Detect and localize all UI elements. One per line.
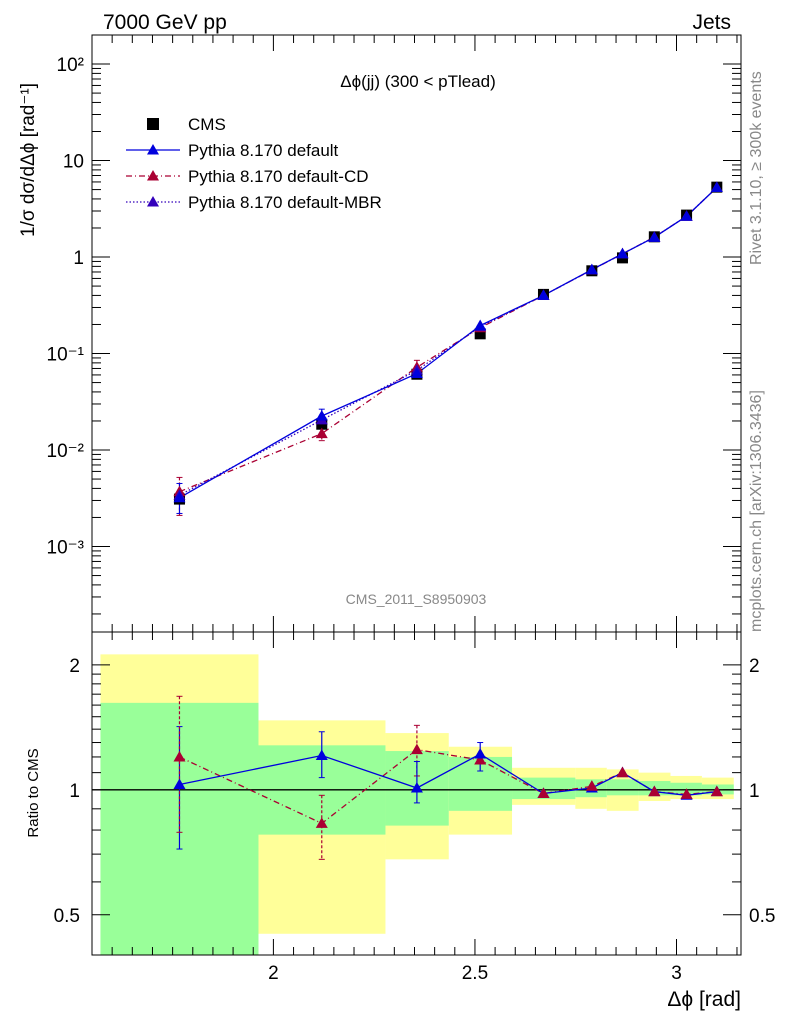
default-point [680,210,693,221]
ratio-default-cd-point [710,785,723,797]
series-line-default [179,187,718,499]
ratio-default-cd-point [410,743,423,755]
ratio-y-tick-label-right: 0.5 [749,906,775,927]
legend: CMS Pythia 8.170 default Pythia 8.170 defa… [126,115,382,212]
default-cd-point [315,427,328,439]
default-point [537,289,550,300]
ratio-default-cd-point [585,780,598,791]
default-point [315,410,328,421]
default-point [474,319,487,331]
ratio-default-cd-point [616,766,629,778]
x-axis-label: Δϕ [rad] [667,988,741,1011]
ratio-y-tick-label: 0.5 [54,906,80,927]
legend-label: Pythia 8.170 default-CD [188,167,369,186]
watermark: CMS_2011_S8950903 [346,591,487,607]
legend-marker-triangle [147,170,159,181]
header-right: Jets [692,11,731,34]
main-y-tick-label: 10⁻³ [47,538,85,559]
default-point [710,181,723,193]
ratio-default-cd-point [680,788,693,799]
main-y-axis-label: 1/σ dσ/dΔϕ [rad⁻¹] [18,83,39,237]
ratio-frame [91,631,742,956]
ratio-default-cd-point [648,785,661,797]
cms-data-point [474,328,486,340]
rivet-label: Rivet 3.1.10, ≥ 300k events [748,71,765,265]
legend-marker-cms [147,118,159,130]
uncertainty-band-green [606,779,639,796]
header-left: 7000 GeV pp [103,11,227,34]
ratio-default-point [173,778,186,789]
main-title: Δϕ(jj) (300 < pTlead) [340,72,496,91]
mcplots-label: mcplots.cern.ch [arXiv:1306.3436] [748,390,765,632]
ratio-default-cd-point [173,750,186,762]
ratio-panel: 0.5 0.5 1 1 2 2 2 2.5 3 Ratio to CMS Δϕ [rad] [25,631,775,1011]
main-y-tick-label: 10² [57,55,84,76]
ratio-line-default [179,753,717,796]
legend-label: Pythia 8.170 default [188,141,339,160]
legend-label: Pythia 8.170 default-MBR [188,193,382,212]
ratio-y-axis-label: Ratio to CMS [25,748,42,837]
default-point [173,491,186,503]
ratio-default-cd-point [537,787,550,798]
main-panel: 10⁻³ 10⁻² 10⁻¹ 1 10 10² Δϕ(jj) (300 < pTlead)… [18,34,742,633]
main-y-tick-label: 10⁻² [47,441,85,462]
ratio-default-point [410,782,423,793]
main-y-tick-label: 10⁻¹ [47,345,85,366]
default-point [616,247,629,259]
series-line-default-cd [179,187,718,493]
main-y-axis-title: 1/σ dσ/dΔϕ [rad⁻¹] [18,83,39,237]
main-y-tick-label: 1 [73,248,84,269]
legend-marker-triangle [147,144,159,155]
legend-marker-triangle [147,196,159,207]
ratio-default-cd-point [315,817,328,828]
main-y-tick-label: 10 [63,152,84,173]
x-tick-label: 3 [671,963,682,984]
ratio-y-tick-label: 2 [69,656,80,677]
ratio-y-tick-label: 1 [69,781,80,802]
default-point [648,231,661,242]
ratio-default-point [315,749,328,760]
default-point [585,263,598,275]
uncertainty-band-green [670,782,702,796]
ratio-default-point [474,747,487,759]
default-point [410,367,423,379]
ratio-y-tick-label-right: 1 [749,781,760,802]
series-line-default-mbr [179,187,718,496]
x-tick-label: 2.5 [462,963,488,984]
legend-label: CMS [188,115,226,134]
ratio-y-tick-label-right: 2 [749,656,760,677]
ratio-default-cd-point [474,753,487,765]
x-tick-label: 2 [268,963,279,984]
